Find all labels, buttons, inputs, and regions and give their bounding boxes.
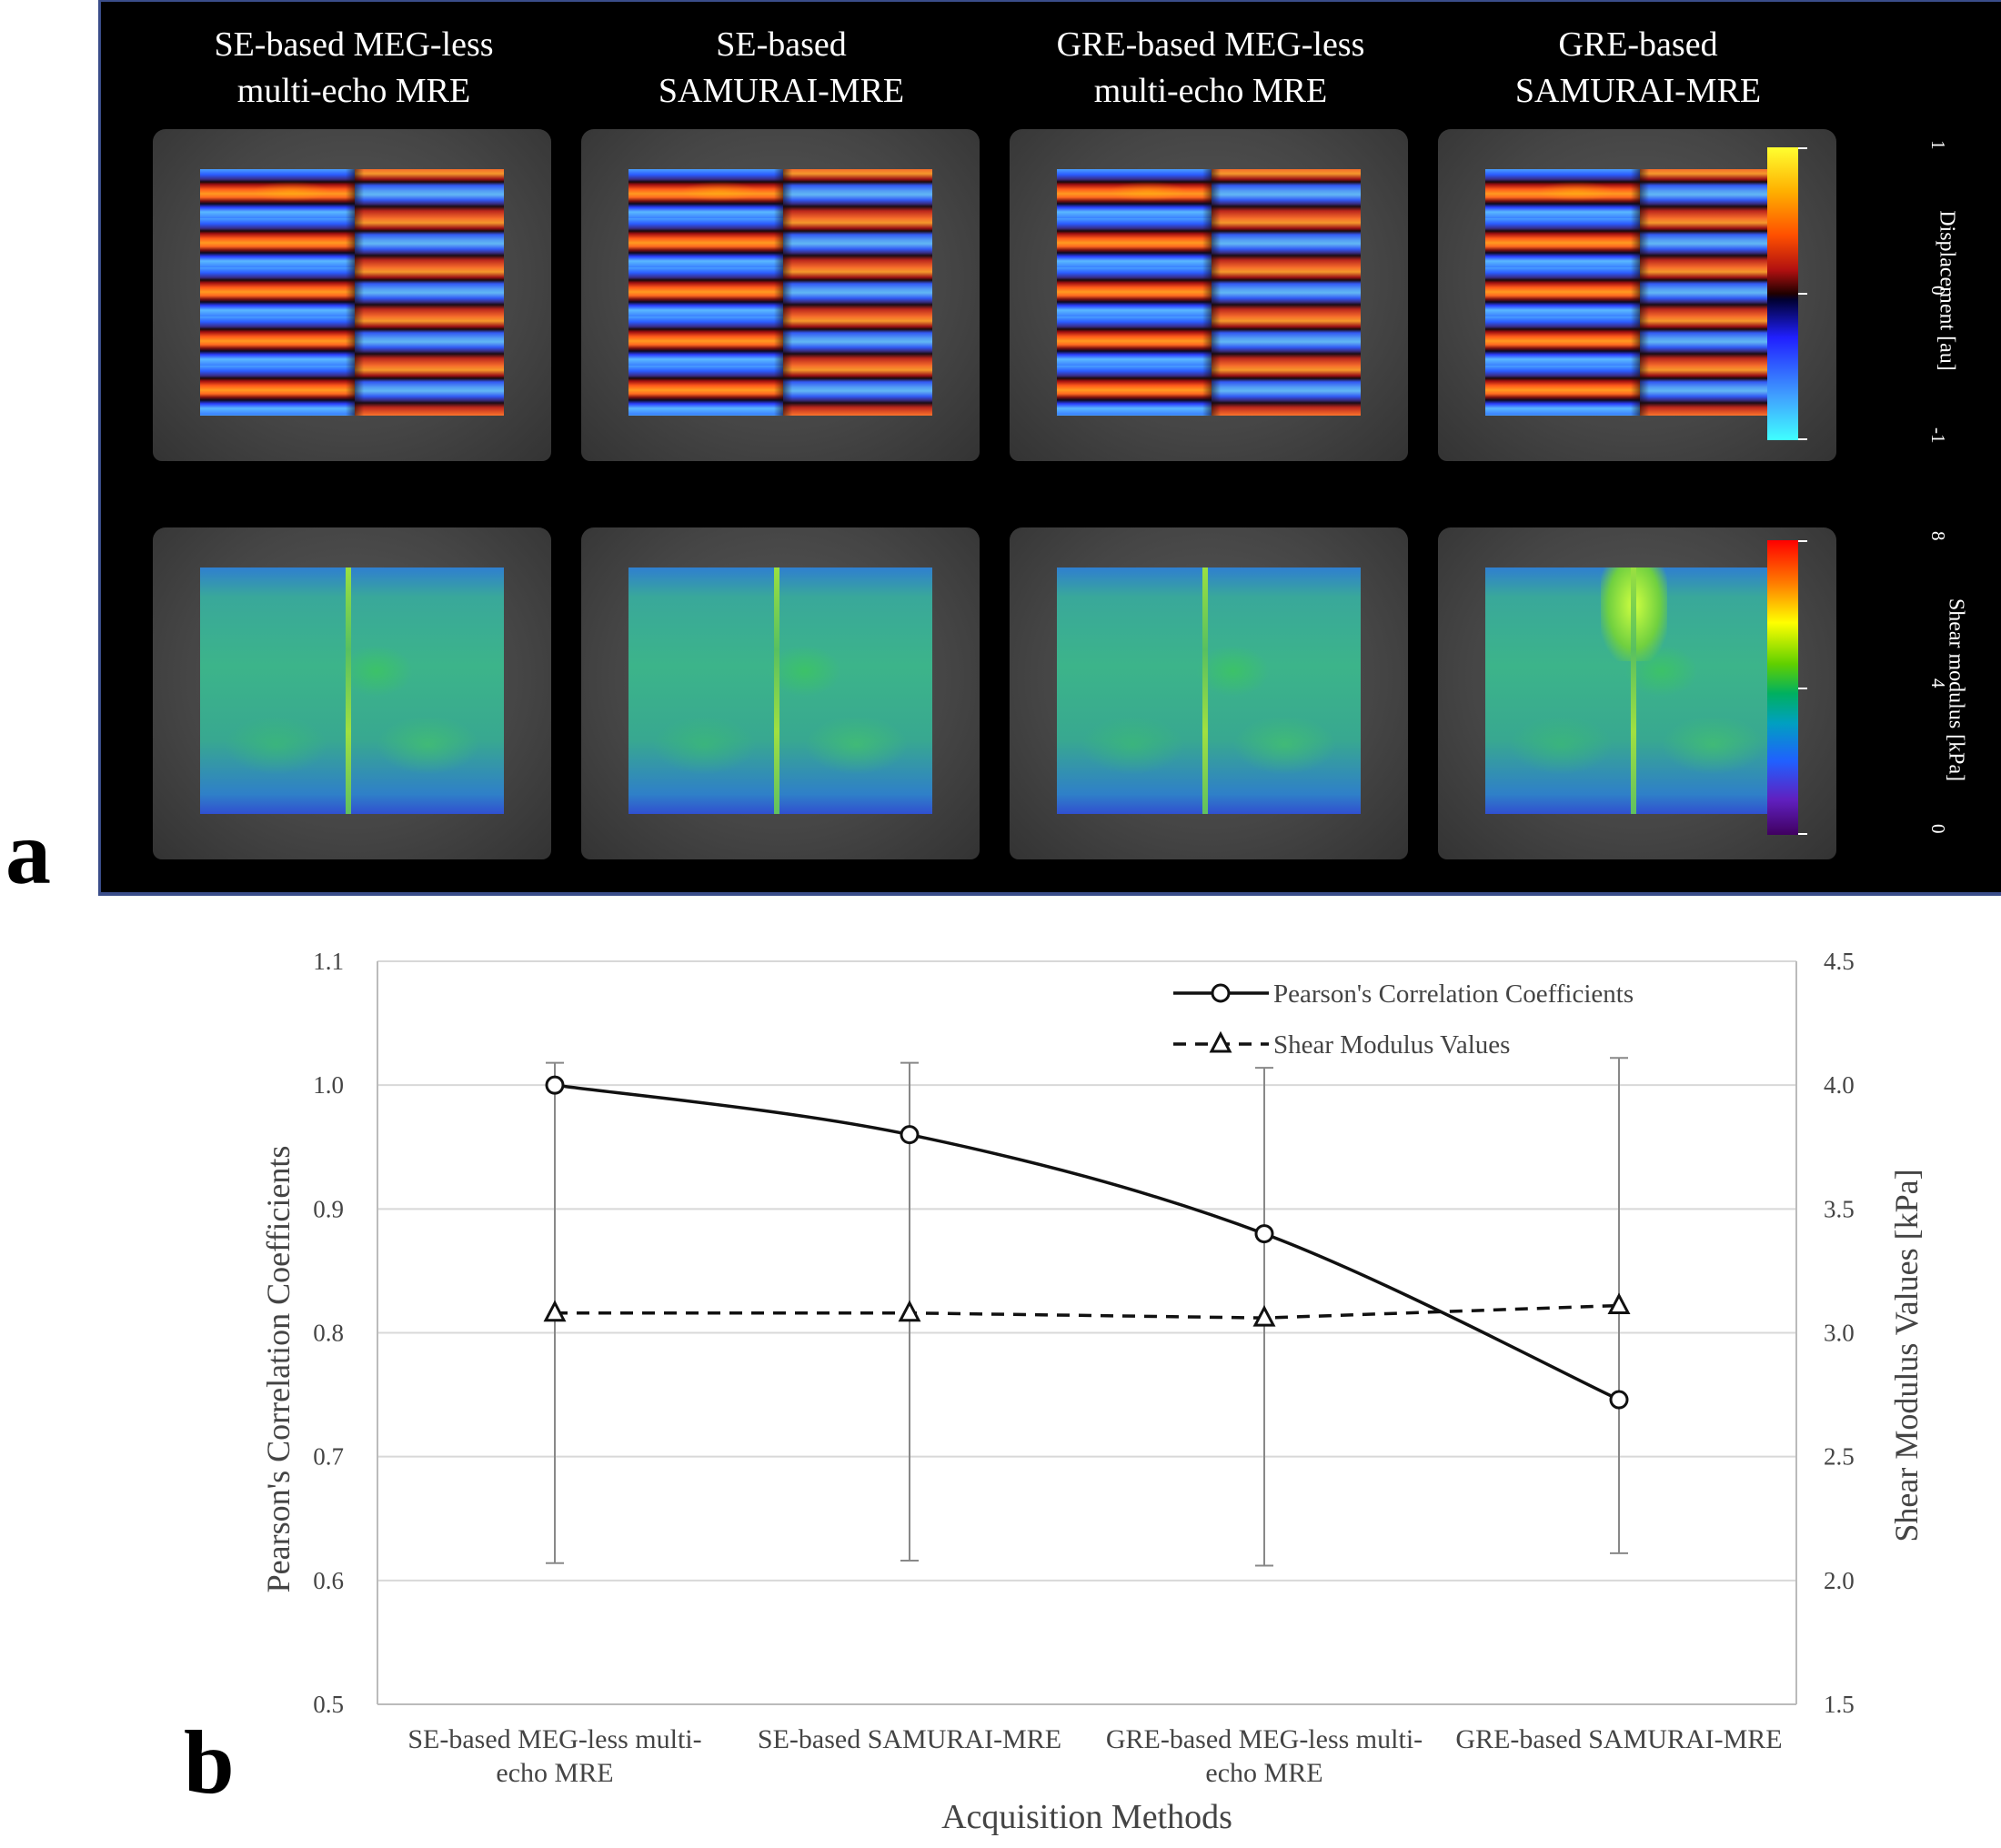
shear-map-1 [200,567,504,814]
shear-tick-mid [1798,688,1807,689]
panel-b-label: b [184,1712,235,1813]
shear-image-3 [1010,527,1408,859]
legend-pearson-label: Pearson's Correlation Coefficients [1273,979,1634,1009]
shear-map-2 [628,567,932,814]
shear-label-max: 8 [1927,531,1949,541]
displacement-map-4 [1485,169,1789,416]
pearson-series-line [554,1083,1620,1401]
pearson-point [1609,1390,1629,1410]
displacement-tick-min [1798,438,1807,440]
pearson-point [900,1125,920,1145]
shear-map-3 [1057,567,1361,814]
series [543,1057,1631,1567]
y2-axis-title: Shear Modulus Values [kPa] [1888,1169,1925,1542]
y2-tick-label: 3.5 [1824,1195,1855,1222]
shear-image-2 [581,527,980,859]
shear-label-min: 0 [1927,824,1949,834]
shear-point [898,1300,921,1322]
axes: 0.5 0.6 0.7 0.8 0.9 1.0 1.1 1.5 2.0 2.5 3.0 3.5 4.0 4… [260,948,1925,1836]
shear-tick-max [1798,540,1807,542]
gridlines [377,960,1796,1705]
y2-tick-label: 2.0 [1824,1567,1855,1594]
shear-series-line [555,1303,1620,1320]
y-tick-label: 1.0 [313,1071,344,1099]
displacement-colorbar-title: Displacement [au] [1935,210,1959,371]
displacement-image-1 [153,129,551,461]
shear-point [543,1300,567,1322]
column-title-3: GRE-based MEG-less multi-echo MRE [1056,25,1365,110]
y-axis-title: Pearson's Correlation Coefficients [260,1146,297,1593]
shear-colorbar-title: Shear modulus [kPa] [1944,598,1968,782]
displacement-label-min: -1 [1927,427,1949,444]
column-title-4: GRE-based SAMURAI-MRE [1514,25,1762,110]
y-tick-label: 0.6 [313,1567,344,1594]
y2-tick-label: 1.5 [1824,1691,1855,1718]
x-tick-label: echo MRE [1205,1758,1322,1788]
displacement-tick-max [1798,147,1807,149]
legend-pearson-marker [1211,983,1231,1003]
displacement-map-3 [1057,169,1361,416]
shear-tick-min [1798,833,1807,835]
displacement-map-2 [628,169,932,416]
y2-tick-label: 2.5 [1824,1443,1855,1471]
shear-image-1 [153,527,551,859]
x-axis-title: Acquisition Methods [941,1798,1232,1836]
pearson-point [545,1075,565,1095]
shear-point [1607,1292,1631,1315]
y-tick-label: 0.9 [313,1195,344,1222]
x-tick-label: echo MRE [496,1758,613,1788]
y-tick-label: 0.8 [313,1320,344,1347]
legend: Pearson's Correlation Coefficients Shear … [1173,979,1634,1060]
shear-point [1252,1304,1276,1327]
displacement-image-2 [581,129,980,461]
y-tick-label: 0.5 [313,1691,344,1718]
panel-a-label: a [5,802,51,903]
column-title-1: SE-based MEG-less multi-echo MRE [214,25,494,110]
legend-shear-label: Shear Modulus Values [1273,1030,1510,1060]
displacement-colorbar [1767,147,1798,440]
displacement-tick-mid [1798,293,1807,295]
line-chart: 0.5 0.6 0.7 0.8 0.9 1.0 1.1 1.5 2.0 2.5 3.0 3.5 4.0 4… [260,948,1925,1836]
y2-tick-label: 3.0 [1824,1320,1855,1347]
column-title-2: SE-based SAMURAI-MRE [658,25,905,110]
y2-tick-label: 4.5 [1824,948,1855,975]
displacement-label-max: 1 [1927,140,1949,150]
y-tick-label: 0.7 [313,1443,344,1471]
x-tick-label: GRE-based SAMURAI-MRE [1455,1724,1782,1754]
legend-shear-marker [1209,1030,1232,1053]
displacement-image-3 [1010,129,1408,461]
shear-map-4 [1485,567,1789,814]
y2-tick-label: 4.0 [1824,1071,1855,1099]
displacement-map-1 [200,169,504,416]
pearson-point [1254,1224,1274,1244]
shear-colorbar [1767,540,1798,835]
x-tick-label: GRE-based MEG-less multi- [1106,1724,1423,1754]
x-tick-label: SE-based SAMURAI-MRE [758,1724,1061,1754]
y-tick-label: 1.1 [313,948,344,975]
x-tick-label: SE-based MEG-less multi- [407,1724,701,1754]
panel-a-image-grid: SE-based MEG-less multi-echo MRE SE-based… [98,0,2001,896]
